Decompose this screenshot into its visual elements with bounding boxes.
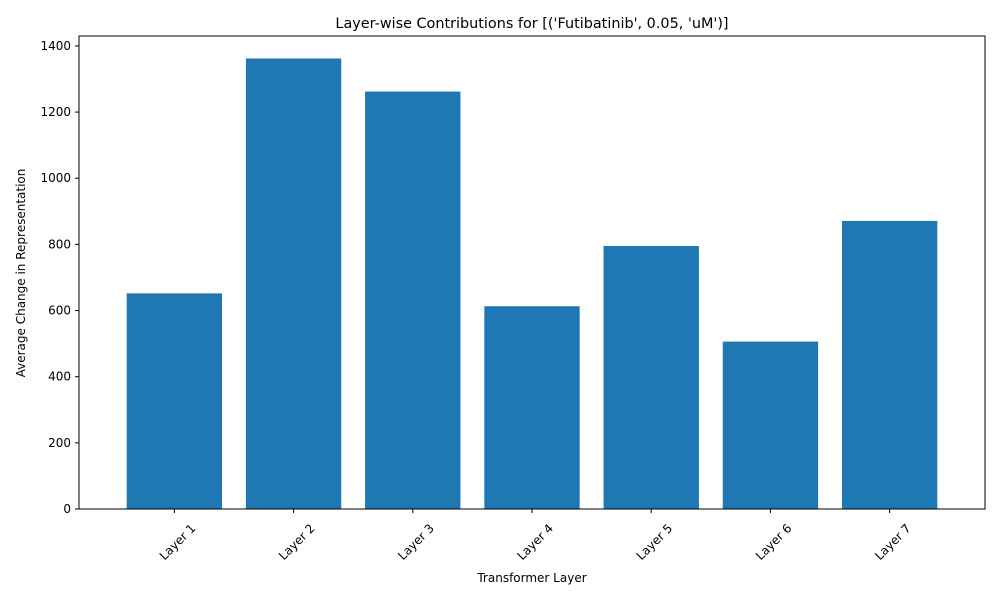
y-tick-label: 1200	[40, 105, 71, 119]
x-tick-label: Layer 1	[157, 521, 199, 563]
bar-2	[245, 58, 342, 509]
y-tick-label: 200	[48, 436, 71, 450]
y-tick-label: 1000	[40, 171, 71, 185]
y-tick-label: 600	[48, 304, 71, 318]
x-tick-label: Layer 3	[395, 521, 437, 563]
bars-group	[126, 58, 938, 510]
bar-6	[722, 341, 819, 509]
x-tick-label: Layer 4	[514, 521, 556, 563]
bar-1	[126, 293, 223, 509]
y-tick-label: 0	[63, 502, 71, 516]
chart-title: Layer-wise Contributions for [('Futibati…	[335, 16, 728, 32]
y-tick-label: 1400	[40, 39, 71, 53]
x-tick-label: Layer 2	[276, 521, 318, 563]
y-axis-title: Average Change in Representation	[14, 169, 28, 378]
bar-3	[365, 91, 461, 510]
x-axis: Layer 1 Layer 2 Layer 3 Layer 4 Layer 5 Layer…	[157, 509, 914, 563]
x-tick-label: Layer 7	[872, 521, 914, 563]
x-axis-title: Transformer Layer	[476, 571, 586, 585]
x-tick-label: Layer 6	[753, 521, 795, 563]
y-tick-label: 400	[48, 370, 71, 384]
y-axis: 0 200 400 600 800 1000 1200 1400	[40, 39, 79, 516]
y-tick-label: 800	[48, 237, 71, 251]
bar-5	[603, 246, 699, 510]
bar-7	[841, 220, 938, 509]
bar-4	[484, 306, 580, 509]
x-tick-label: Layer 5	[634, 521, 676, 563]
